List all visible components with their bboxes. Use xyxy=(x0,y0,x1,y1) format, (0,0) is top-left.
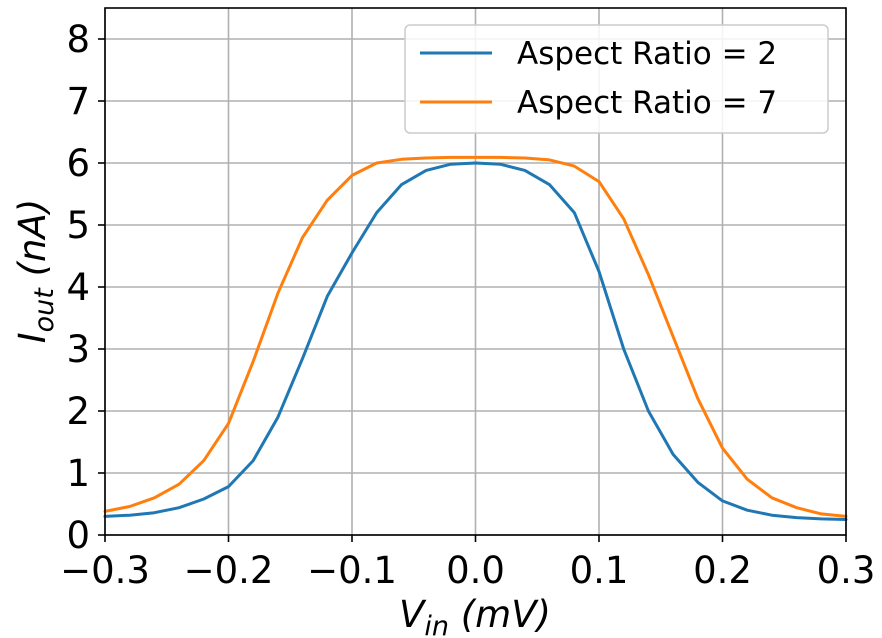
y-tick-label: 4 xyxy=(66,266,90,309)
series-layer xyxy=(103,155,848,521)
x-tick-label: −0.1 xyxy=(307,549,397,592)
legend-label-aspect-ratio-2: Aspect Ratio = 2 xyxy=(517,36,777,72)
x-tick-label: 0.0 xyxy=(446,549,505,592)
y-axis-label-sub: out xyxy=(29,287,60,333)
y-tick-label: 3 xyxy=(66,328,90,371)
x-tick-label: 0.2 xyxy=(693,549,752,592)
x-tick-label: 0.3 xyxy=(817,549,876,592)
legend-label-aspect-ratio-7: Aspect Ratio = 7 xyxy=(517,85,777,121)
x-axis-label-unit: (mV) xyxy=(449,593,551,636)
y-tick-label: 0 xyxy=(66,514,90,557)
x-axis-label: Vin (mV) xyxy=(399,593,551,638)
y-tick-label: 8 xyxy=(66,18,90,61)
y-tick-label: 5 xyxy=(66,204,90,247)
x-tick-label: 0.1 xyxy=(570,549,629,592)
x-tick-label: −0.2 xyxy=(184,549,274,592)
series-line-aspect-ratio-7 xyxy=(103,155,848,518)
y-axis-label-main: I xyxy=(11,332,54,343)
x-tick-label: −0.3 xyxy=(60,549,150,592)
y-tick-label: 1 xyxy=(66,452,90,495)
y-tick-label: 7 xyxy=(66,80,90,123)
y-axis-ticks: 0 1 2 3 4 5 6 7 8 xyxy=(66,18,105,557)
x-axis-label-sub: in xyxy=(424,611,449,638)
x-axis-ticks: −0.3 −0.2 −0.1 0.0 0.1 0.2 0.3 xyxy=(60,535,875,592)
y-tick-label: 2 xyxy=(66,390,90,433)
series-line-aspect-ratio-2 xyxy=(103,161,848,521)
y-tick-label: 6 xyxy=(66,142,90,185)
y-axis-label: Iout (nA) xyxy=(11,199,60,344)
legend-box xyxy=(404,24,829,134)
x-axis-label-main: V xyxy=(399,593,427,636)
legend: Aspect Ratio = 2 Aspect Ratio = 7 xyxy=(404,24,829,134)
y-axis-label-unit: (nA) xyxy=(11,199,54,288)
